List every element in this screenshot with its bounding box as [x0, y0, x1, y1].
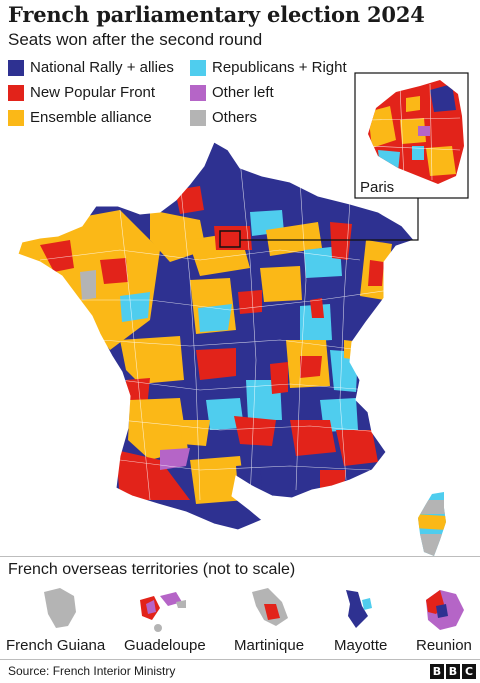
france-outline — [17, 141, 415, 531]
ensemble-region — [120, 336, 184, 384]
ensemble-region — [400, 118, 426, 144]
legend-label: Others — [212, 109, 258, 126]
others-region — [80, 270, 96, 300]
territory-label-martinique: Martinique — [234, 637, 305, 654]
ensemble-region — [190, 456, 246, 504]
ensemble-region — [128, 398, 188, 460]
ensemble-region — [426, 146, 456, 176]
republicans-region — [198, 304, 232, 332]
nfp-region — [336, 430, 378, 466]
ensemble-region — [344, 340, 362, 360]
territory-label-french-guiana: French Guiana — [6, 637, 106, 654]
other-left-region — [160, 448, 190, 470]
logo-letter: C — [462, 664, 476, 679]
legend-item-new-popular-front: New Popular Front — [8, 84, 155, 101]
legend-swatch — [8, 84, 24, 101]
paris-inset-label: Paris — [360, 179, 395, 196]
legend-item-republicans: Republicans + Right — [190, 59, 347, 76]
other-left-region — [418, 126, 430, 136]
legend-label: Republicans + Right — [212, 59, 347, 76]
overseas-divider-top — [0, 556, 480, 557]
republicans-region — [300, 304, 332, 342]
overseas-title: French overseas territories (not to scal… — [8, 561, 296, 578]
corsica-map — [418, 492, 446, 556]
map-title: French parliamentary election 2024 — [8, 2, 425, 27]
republicans-region — [206, 398, 244, 430]
nfp-region — [270, 362, 288, 394]
legend-label: Other left — [212, 84, 274, 101]
territory-label-mayotte: Mayotte — [334, 637, 388, 654]
nfp-region — [290, 420, 336, 456]
legend-item-others: Others — [190, 109, 257, 126]
nfp-region — [40, 240, 74, 272]
source-note: Source: French Interior Ministry — [8, 664, 176, 678]
legend-item-ensemble: Ensemble alliance — [8, 109, 152, 126]
mayotte-shape — [346, 590, 372, 628]
legend-swatch — [190, 59, 206, 76]
french-guiana-shape — [44, 588, 76, 628]
legend-swatch — [8, 109, 24, 126]
legend-item-other-left: Other left — [190, 84, 274, 101]
others-region — [418, 500, 446, 514]
legend-swatch — [190, 109, 206, 126]
paris-connector-line — [240, 198, 419, 241]
bbc-logo: B B C — [430, 664, 476, 679]
nfp-region — [175, 186, 204, 214]
legend-label: National Rally + allies — [30, 59, 174, 76]
ensemble-region — [260, 266, 302, 302]
nfp-region — [320, 470, 346, 490]
ensemble-region — [180, 420, 210, 446]
nfp-region — [238, 290, 262, 314]
ensemble-region — [406, 96, 420, 112]
ensemble-region — [368, 106, 396, 148]
nfp-region — [300, 356, 322, 378]
nfp-region — [234, 416, 276, 446]
constituency-boundaries — [39, 159, 391, 501]
nfp-region — [264, 604, 280, 620]
nfp-region — [214, 226, 252, 250]
territory-label-guadeloupe: Guadeloupe — [124, 637, 206, 654]
ensemble-region — [266, 222, 322, 256]
nfp-region — [310, 298, 324, 318]
logo-letter: B — [446, 664, 460, 679]
nfp-region — [116, 450, 190, 500]
national-rally-region — [430, 84, 456, 112]
map-subtitle: Seats won after the second round — [8, 30, 263, 49]
nfp-region — [100, 258, 128, 284]
territory-label-reunion: Reunion — [416, 637, 472, 654]
nfp-region — [368, 260, 384, 286]
guadeloupe-shape — [140, 592, 186, 632]
legend-swatch — [190, 84, 206, 101]
legend-label: Ensemble alliance — [30, 109, 152, 126]
ensemble-region — [418, 514, 446, 530]
logo-letter: B — [430, 664, 444, 679]
republicans-region — [412, 146, 424, 160]
legend-swatch — [8, 59, 24, 76]
footer-divider — [0, 659, 480, 660]
paris-locator-box — [219, 230, 241, 248]
nfp-region — [330, 222, 352, 260]
reunion-shape — [426, 590, 464, 630]
republicans-region — [120, 292, 150, 322]
legend-item-national-rally: National Rally + allies — [8, 59, 174, 76]
legend-label: New Popular Front — [30, 84, 156, 101]
nfp-region — [196, 348, 236, 380]
